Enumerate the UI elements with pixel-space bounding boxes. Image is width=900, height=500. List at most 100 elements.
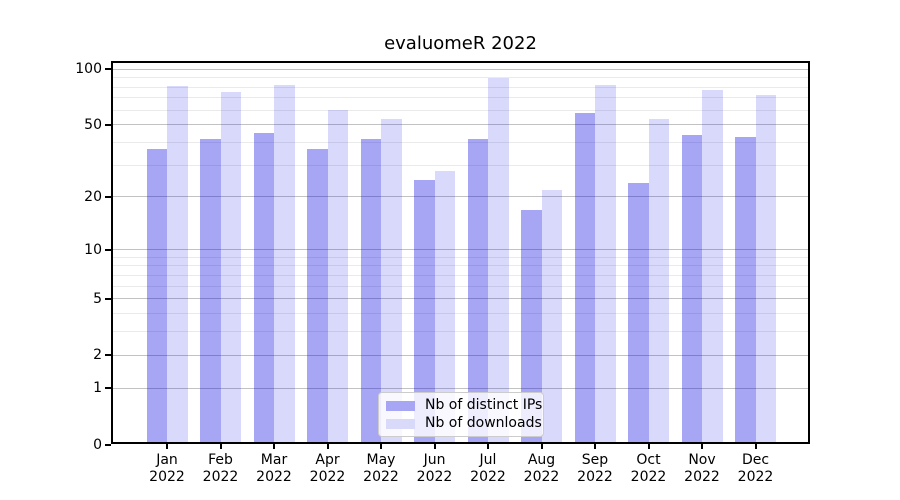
x-tick-label-month: Oct [636,452,661,468]
x-tick-label-year: 2022 [363,469,399,485]
x-tick-label: Sep 2022 [563,452,627,486]
x-tick-label-year: 2022 [630,469,667,485]
x-tick-label: Nov 2022 [670,452,734,486]
x-tick-mark [433,444,436,449]
bar-aug-ips [521,209,542,444]
major-gridline [111,354,810,356]
x-tick-label-month: Jun [423,452,446,468]
x-tick-label-year: 2022 [523,469,560,485]
bar-feb-downloads [220,92,241,444]
minor-gridline [111,142,810,144]
major-gridline [111,249,810,251]
x-tick-label: May 2022 [349,452,413,486]
minor-gridline [111,285,810,287]
bar-sep-downloads [595,85,616,444]
x-tick-mark [594,444,596,449]
legend-swatch-downloads-icon [386,418,415,429]
x-tick-mark [273,444,275,449]
bar-jan-downloads [167,86,188,444]
x-tick-label-month: Sep [581,452,609,468]
legend: Nb of distinct IPs Nb of downloads [378,392,544,437]
y-tick-label: 20 [84,188,102,205]
y-tick-mark [105,195,111,198]
x-tick-label-month: Apr [315,452,340,468]
minor-gridline [111,265,810,267]
x-tick-label-month: Feb [208,452,233,468]
x-tick-label: Jun 2022 [403,452,467,486]
x-tick-label-month: Mar [260,452,288,468]
x-tick-label-month: Aug [527,452,556,468]
x-tick-mark [701,444,703,449]
bar-may-downloads [381,118,402,444]
minor-gridline [111,256,810,258]
bar-oct-ips [628,182,649,444]
x-tick-label: Dec 2022 [724,452,788,486]
bar-dec-downloads [755,94,776,444]
plot-border [111,61,810,444]
bar-mar-ips [253,133,274,444]
x-tick-label: Aug 2022 [510,452,574,486]
x-tick-label-year: 2022 [149,469,185,485]
x-tick-label-month: Nov [688,452,716,468]
legend-label-downloads: Nb of downloads [425,415,542,431]
bar-jul-ips [467,138,488,444]
legend-item-downloads: Nb of downloads [386,416,543,431]
x-tick-mark [380,444,382,449]
bar-jan-ips [146,148,167,444]
bar-oct-downloads [648,118,669,444]
major-gridline [111,124,810,126]
x-tick-mark [754,444,757,449]
bar-nov-ips [681,135,702,444]
y-tick-mark [105,68,111,71]
minor-gridline [111,77,810,79]
y-tick-mark [105,354,111,357]
x-tick-label: Jul 2022 [456,452,520,486]
bar-jun-downloads [434,170,455,444]
x-tick-mark [326,444,329,449]
bar-apr-downloads [327,110,348,444]
y-tick-mark [105,297,111,300]
x-tick-label-year: 2022 [256,469,292,485]
legend-label-distinct-ips: Nb of distinct IPs [425,397,543,413]
x-tick-label: Apr 2022 [296,452,360,486]
minor-gridline [111,109,810,111]
y-tick-label: 100 [75,61,102,78]
x-tick-mark [647,444,650,449]
y-tick-mark [105,248,111,251]
y-tick-label: 1 [93,380,102,397]
bar-dec-ips [735,136,756,444]
major-gridline [111,387,810,389]
y-tick-label: 10 [84,241,102,258]
bar-jul-downloads [488,77,509,444]
x-tick-label-month: Jul [479,452,497,468]
minor-gridline [111,274,810,276]
x-tick-label: Feb 2022 [189,452,253,486]
y-tick-label: 5 [93,290,102,307]
chart-title: evaluomeR 2022 [384,33,537,54]
x-tick-label-year: 2022 [470,469,506,485]
y-tick-mark [105,123,111,126]
y-tick-label: 2 [93,347,102,364]
x-tick-label-month: Dec [741,452,770,468]
x-tick-label-year: 2022 [202,469,239,485]
bar-apr-ips [307,148,328,444]
x-tick-label: Mar 2022 [242,452,306,486]
minor-gridline [111,313,810,315]
x-tick-mark [487,444,489,449]
bar-mar-downloads [274,85,295,444]
legend-swatch-distinct-ips-icon [386,400,415,411]
minor-gridline [111,164,810,166]
y-tick-label: 50 [84,116,102,133]
x-tick-label-month: May [366,452,396,468]
x-tick-label-year: 2022 [737,469,774,485]
x-tick-label: Oct 2022 [617,452,681,486]
x-tick-label-month: Jan [156,452,178,468]
minor-gridline [111,86,810,88]
bar-jun-ips [414,179,435,444]
bar-feb-ips [200,138,221,444]
y-tick-mark [105,443,111,446]
minor-gridline [111,97,810,99]
x-tick-mark [540,444,543,449]
x-tick-label-year: 2022 [309,469,346,485]
